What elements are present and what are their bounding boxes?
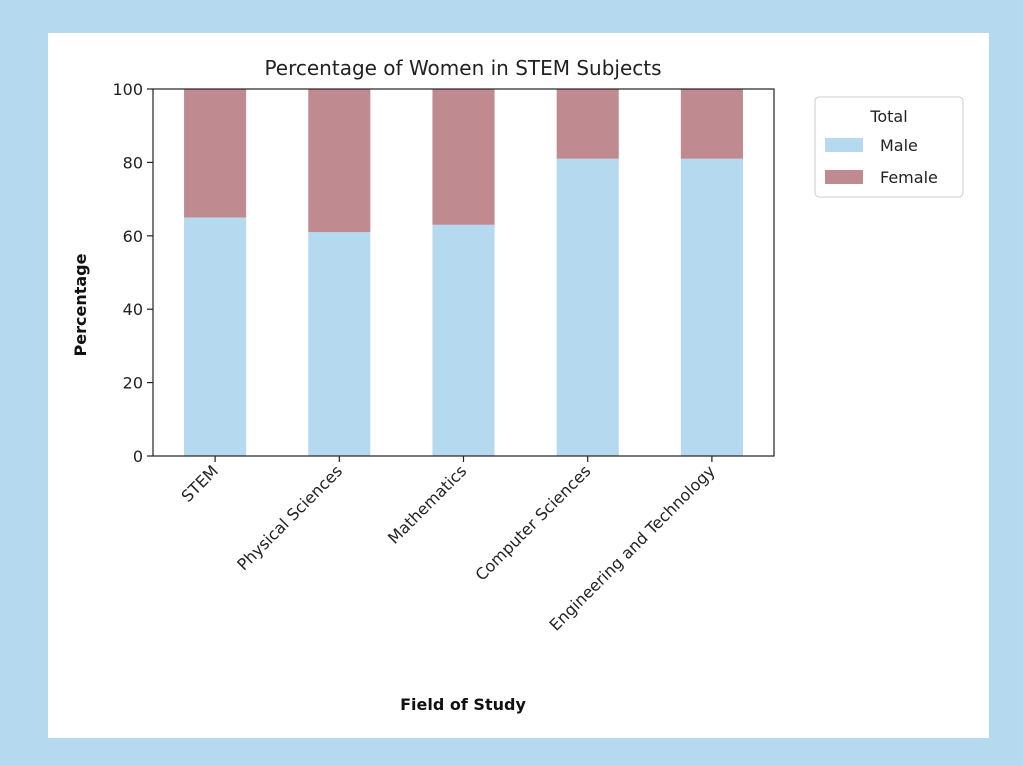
legend-swatch-female: [825, 170, 863, 184]
x-tick-label: STEM: [177, 461, 221, 505]
x-tick-label: Computer Sciences: [472, 461, 595, 584]
bar-female-2: [432, 89, 495, 225]
bar-male-4: [680, 158, 743, 456]
legend-label-female: Female: [880, 168, 938, 187]
y-tick-label: 0: [133, 447, 143, 466]
y-tick-label: 100: [112, 80, 143, 99]
chart-figure: Percentage of Women in STEM Subjects Per…: [48, 33, 989, 738]
legend-label-male: Male: [880, 136, 918, 155]
legend-swatch-male: [825, 138, 863, 152]
bar-female-1: [308, 89, 371, 233]
bar-male-1: [308, 232, 371, 456]
chart-svg: Percentage of Women in STEM Subjects Per…: [71, 56, 964, 714]
chart-title: Percentage of Women in STEM Subjects: [264, 56, 661, 80]
y-tick-label: 60: [123, 227, 143, 246]
y-axis-label: Percentage: [71, 253, 90, 356]
bar-female-4: [680, 89, 743, 159]
bar-female-3: [556, 89, 619, 159]
y-tick-label: 20: [123, 374, 143, 393]
bar-female-0: [184, 89, 247, 218]
x-tick-label: Mathematics: [384, 461, 470, 547]
y-tick-label: 40: [123, 300, 143, 319]
bar-male-3: [556, 158, 619, 456]
legend: Total Male Female: [814, 96, 964, 198]
x-axis-label: Field of Study: [400, 695, 526, 714]
bar-male-2: [432, 224, 495, 456]
x-tick-label: Physical Sciences: [233, 461, 346, 574]
legend-title: Total: [869, 107, 907, 126]
y-tick-label: 80: [123, 153, 143, 172]
bar-male-0: [184, 217, 247, 456]
bars-layer: [184, 89, 743, 456]
